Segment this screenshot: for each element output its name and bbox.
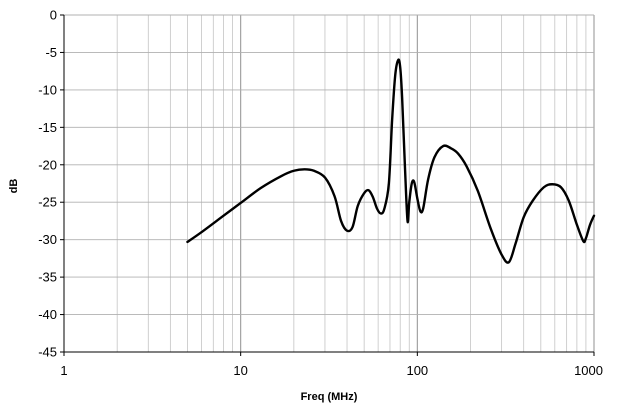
tick-labels: 0 -5 -10 -15 -20 -25 -30 -35 -40 -451 10 100 1000 — [38, 8, 603, 379]
y-tick-label: -45 — [38, 345, 57, 360]
y-tick-label: -25 — [38, 195, 57, 210]
y-tick-label: -10 — [38, 82, 57, 97]
y-tick-label: -20 — [38, 157, 57, 172]
grid — [64, 14, 595, 353]
y-tick-label: -5 — [45, 45, 57, 60]
y-axis-title: dB — [8, 179, 20, 194]
axes — [60, 14, 595, 356]
y-tick-label: -40 — [38, 307, 57, 322]
y-tick-label: -30 — [38, 232, 57, 247]
series-group — [186, 58, 596, 264]
x-axis-title: Freq (MHz) — [301, 391, 358, 403]
y-tick-label: -15 — [38, 120, 57, 135]
series-line — [186, 58, 596, 264]
x-tick-label: 100 — [406, 363, 428, 378]
y-tick-label: -35 — [38, 270, 57, 285]
x-tick-label: 1000 — [574, 363, 603, 378]
x-tick-label: 10 — [233, 363, 247, 378]
x-tick-label: 1 — [60, 363, 67, 378]
y-tick-label: 0 — [50, 8, 57, 23]
